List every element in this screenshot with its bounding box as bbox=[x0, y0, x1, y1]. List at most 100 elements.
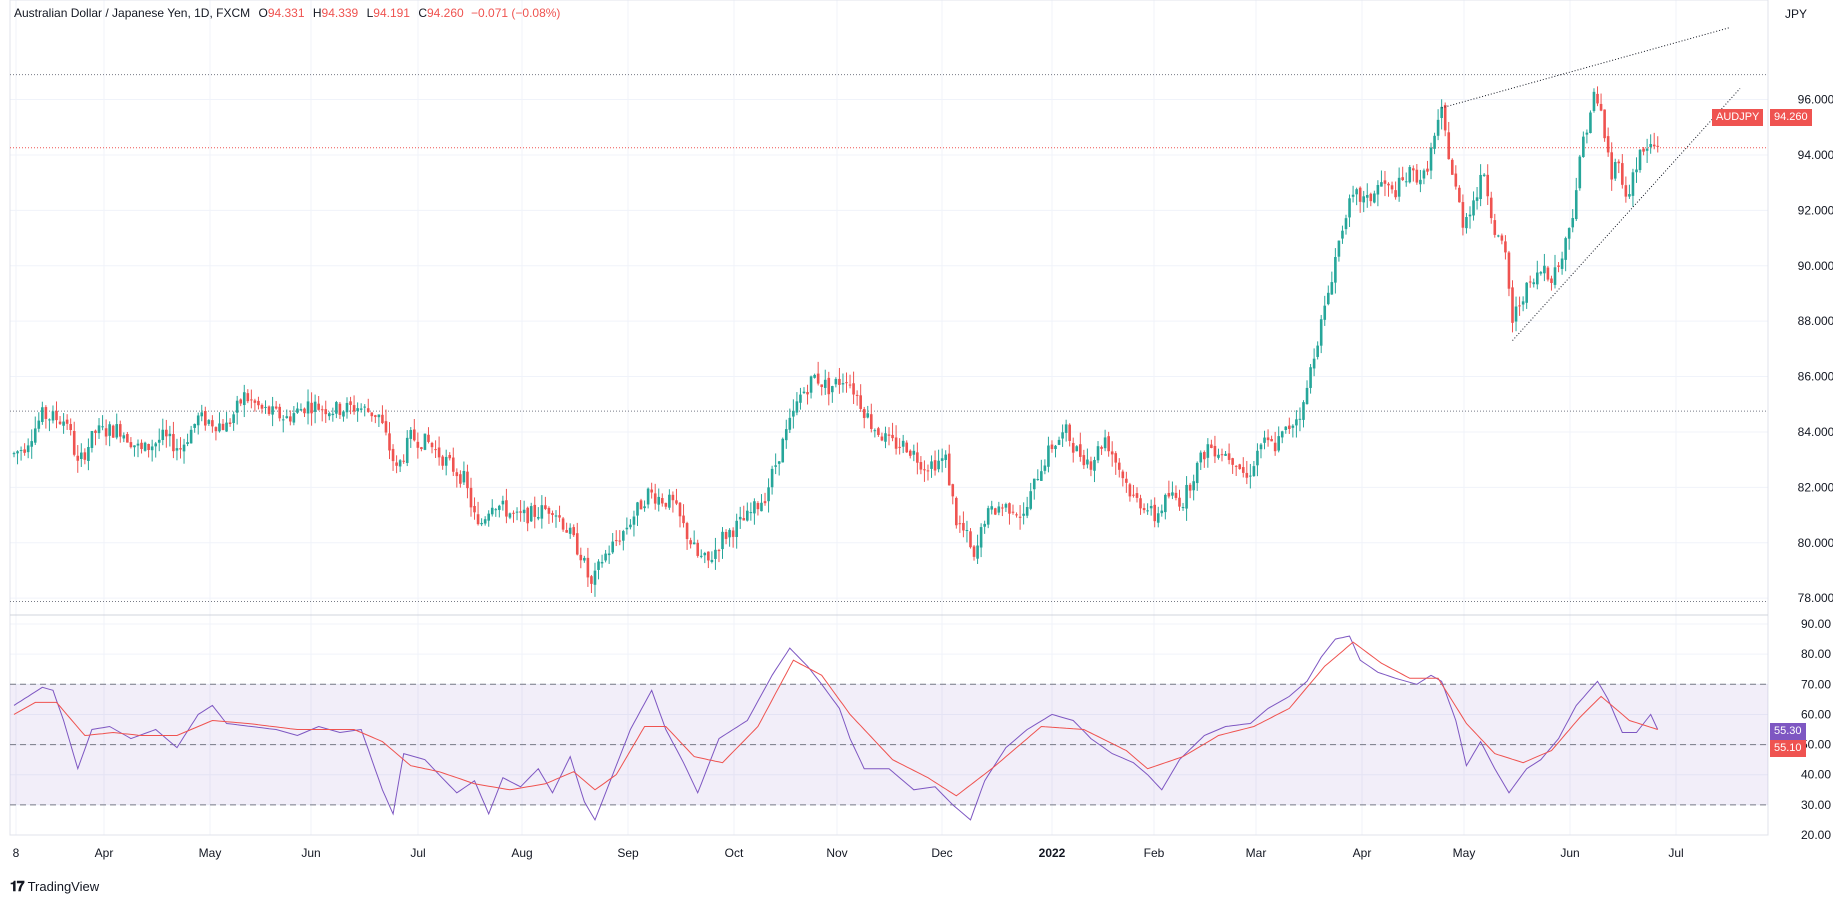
candle-body bbox=[1574, 190, 1578, 220]
brand-logo[interactable]: 𝟏𝟕 TradingView bbox=[10, 878, 99, 895]
price-axis[interactable]: 78.000 80.000 82.000 84.000 86.000 88.000 90.0… bbox=[1798, 93, 1833, 606]
candle-body bbox=[852, 383, 855, 395]
candle-body bbox=[1638, 149, 1642, 171]
candle-body bbox=[678, 502, 682, 517]
candle-body bbox=[281, 419, 285, 421]
candle-body bbox=[1521, 301, 1525, 305]
candle-body bbox=[409, 430, 413, 439]
candle-body bbox=[593, 570, 597, 585]
upper-trendline[interactable] bbox=[1441, 27, 1731, 109]
candle-body bbox=[597, 561, 600, 570]
candle-body bbox=[1171, 492, 1174, 496]
candle-body bbox=[1210, 444, 1213, 448]
candle-body bbox=[55, 410, 58, 421]
candle-body bbox=[104, 428, 108, 437]
rsi-tick-label: 50.00 bbox=[1801, 738, 1831, 752]
candle-body bbox=[770, 468, 774, 488]
candle-body bbox=[746, 510, 749, 521]
symbol-header[interactable]: Australian Dollar / Japanese Yen, 1D, FX… bbox=[14, 6, 560, 20]
price-tick-label: 84.000 bbox=[1798, 425, 1833, 439]
candle-body bbox=[1404, 181, 1408, 183]
candle-body bbox=[1298, 418, 1302, 420]
candle-body bbox=[1440, 106, 1443, 118]
candle-body bbox=[1093, 459, 1096, 471]
rsi-axis[interactable]: 20.00 30.00 40.00 50.00 60.00 70.00 80.00 90.00 bbox=[1801, 617, 1831, 842]
candle-body bbox=[299, 409, 303, 411]
candle-body bbox=[87, 447, 90, 461]
candle-body bbox=[221, 423, 225, 430]
time-tick-label: Aug bbox=[511, 846, 532, 860]
candle-body bbox=[1185, 484, 1188, 509]
candle-body bbox=[437, 447, 441, 458]
candle-body bbox=[632, 516, 636, 525]
candle-body bbox=[607, 553, 611, 556]
candle-body bbox=[972, 546, 976, 557]
candle-body bbox=[405, 437, 409, 463]
candle-body bbox=[792, 410, 795, 417]
candle-body bbox=[696, 542, 700, 556]
close-value: 94.260 bbox=[426, 6, 464, 20]
candle-body bbox=[193, 423, 196, 428]
candle-body bbox=[1603, 109, 1606, 139]
candle-body bbox=[784, 429, 788, 441]
candle-body bbox=[494, 509, 498, 511]
candle-body bbox=[1362, 196, 1366, 203]
candle-body bbox=[48, 419, 51, 421]
candle-body bbox=[1613, 162, 1617, 179]
candle-body bbox=[707, 551, 710, 561]
candle-body bbox=[1245, 472, 1249, 478]
candle-body bbox=[1316, 345, 1319, 357]
candle-body bbox=[823, 379, 827, 388]
candle-body bbox=[1525, 282, 1528, 303]
low-value: 94.191 bbox=[373, 6, 410, 20]
candle-body bbox=[72, 431, 76, 455]
candle-body bbox=[448, 454, 452, 459]
candle-body bbox=[1217, 454, 1220, 458]
candle-body bbox=[1507, 252, 1511, 289]
candle-body bbox=[916, 452, 919, 463]
candle-body bbox=[660, 498, 664, 504]
candle-body bbox=[1610, 152, 1613, 180]
candle-body bbox=[1443, 104, 1447, 131]
time-axis[interactable]: 8 Apr May Jun Jul Aug Sep Oct Nov Dec 2022 Feb Mar Ap… bbox=[10, 834, 1768, 860]
candle-body bbox=[30, 441, 34, 447]
candle-body bbox=[1415, 169, 1419, 183]
candle-body bbox=[682, 515, 685, 524]
candle-body bbox=[1284, 426, 1288, 430]
candle-body bbox=[533, 504, 537, 517]
candle-body bbox=[1192, 481, 1195, 491]
candle-body bbox=[313, 401, 317, 412]
candle-body bbox=[848, 384, 852, 386]
candle-body bbox=[650, 489, 653, 493]
candle-body bbox=[1539, 272, 1543, 274]
candle-body bbox=[884, 433, 887, 442]
candle-body bbox=[1018, 516, 1022, 518]
candle-body bbox=[777, 461, 781, 464]
candle-body bbox=[809, 376, 813, 393]
candle-body bbox=[1050, 444, 1054, 450]
candle-body bbox=[1589, 112, 1592, 134]
candle-body bbox=[806, 392, 809, 395]
candle-body bbox=[841, 383, 845, 385]
candle-body bbox=[1266, 437, 1270, 441]
candle-body bbox=[1004, 504, 1008, 508]
trendlines[interactable] bbox=[1441, 27, 1741, 341]
candle-body bbox=[65, 419, 69, 424]
candle-body bbox=[898, 446, 901, 448]
candle-body bbox=[451, 457, 455, 472]
candle-body bbox=[172, 434, 175, 452]
candle-body bbox=[1188, 484, 1192, 491]
candle-body bbox=[820, 384, 824, 387]
lower-trendline[interactable] bbox=[1512, 88, 1741, 341]
candle-body bbox=[1652, 144, 1656, 147]
candle-body bbox=[763, 501, 767, 504]
candle-body bbox=[58, 421, 62, 424]
candle-body bbox=[862, 409, 866, 418]
candle-body bbox=[80, 452, 83, 459]
candle-body bbox=[1156, 513, 1160, 523]
candle-body bbox=[207, 420, 211, 424]
candle-body bbox=[1160, 510, 1164, 514]
candle-body bbox=[1412, 168, 1415, 171]
candle-body bbox=[235, 400, 239, 413]
